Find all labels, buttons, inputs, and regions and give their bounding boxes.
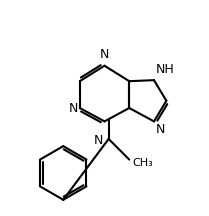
Text: N: N [156, 124, 166, 137]
Text: NH: NH [156, 63, 175, 76]
Text: CH₃: CH₃ [132, 158, 153, 168]
Text: N: N [100, 48, 109, 60]
Text: N: N [68, 102, 78, 114]
Text: N: N [94, 135, 103, 148]
